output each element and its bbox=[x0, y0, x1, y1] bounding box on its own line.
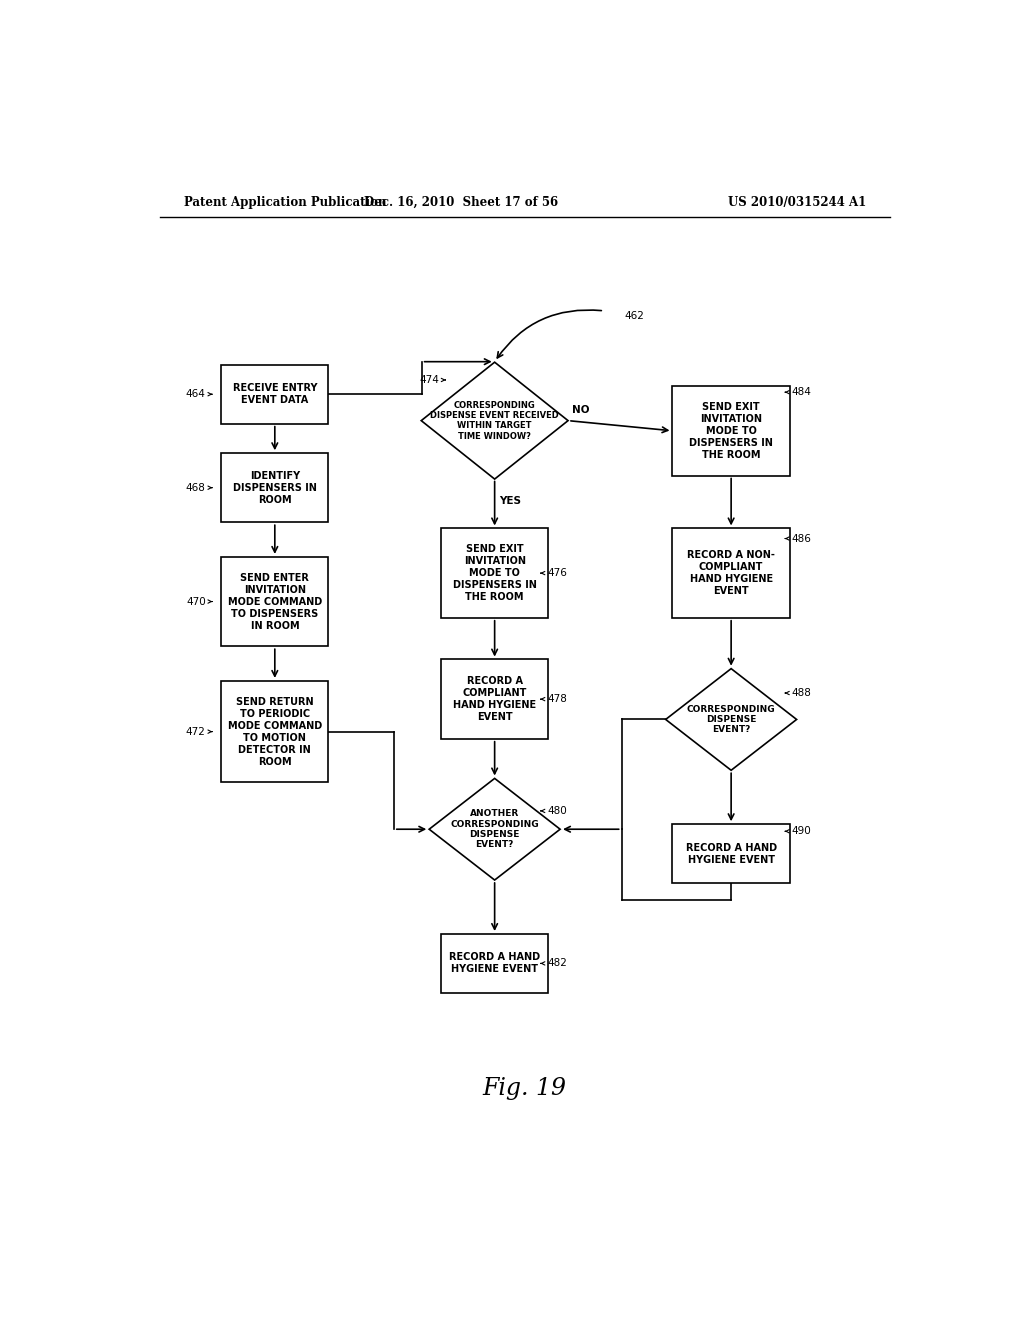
Text: Dec. 16, 2010  Sheet 17 of 56: Dec. 16, 2010 Sheet 17 of 56 bbox=[365, 195, 558, 209]
Text: 490: 490 bbox=[792, 826, 811, 837]
FancyBboxPatch shape bbox=[221, 453, 329, 523]
FancyBboxPatch shape bbox=[221, 557, 329, 647]
Text: 486: 486 bbox=[792, 533, 811, 544]
FancyBboxPatch shape bbox=[221, 681, 329, 783]
Text: 472: 472 bbox=[186, 726, 206, 737]
Text: 468: 468 bbox=[186, 483, 206, 492]
Text: RECORD A HAND
HYGIENE EVENT: RECORD A HAND HYGIENE EVENT bbox=[450, 953, 541, 974]
Text: Patent Application Publication: Patent Application Publication bbox=[183, 195, 386, 209]
FancyBboxPatch shape bbox=[673, 385, 790, 475]
Text: 462: 462 bbox=[624, 312, 644, 321]
Text: RECORD A NON-
COMPLIANT
HAND HYGIENE
EVENT: RECORD A NON- COMPLIANT HAND HYGIENE EVE… bbox=[687, 550, 775, 597]
Text: RECORD A
COMPLIANT
HAND HYGIENE
EVENT: RECORD A COMPLIANT HAND HYGIENE EVENT bbox=[453, 676, 537, 722]
Text: SEND RETURN
TO PERIODIC
MODE COMMAND
TO MOTION
DETECTOR IN
ROOM: SEND RETURN TO PERIODIC MODE COMMAND TO … bbox=[227, 697, 322, 767]
Text: NO: NO bbox=[572, 404, 590, 414]
Text: ANOTHER
CORRESPONDING
DISPENSE
EVENT?: ANOTHER CORRESPONDING DISPENSE EVENT? bbox=[451, 809, 539, 849]
Text: 470: 470 bbox=[186, 597, 206, 607]
Text: RECORD A HAND
HYGIENE EVENT: RECORD A HAND HYGIENE EVENT bbox=[686, 842, 776, 865]
Text: 488: 488 bbox=[792, 688, 811, 698]
Polygon shape bbox=[666, 669, 797, 771]
Text: SEND EXIT
INVITATION
MODE TO
DISPENSERS IN
THE ROOM: SEND EXIT INVITATION MODE TO DISPENSERS … bbox=[689, 401, 773, 459]
Text: 476: 476 bbox=[547, 568, 567, 578]
FancyBboxPatch shape bbox=[221, 364, 329, 424]
Text: 482: 482 bbox=[547, 958, 567, 969]
FancyBboxPatch shape bbox=[673, 824, 790, 883]
Text: SEND ENTER
INVITATION
MODE COMMAND
TO DISPENSERS
IN ROOM: SEND ENTER INVITATION MODE COMMAND TO DI… bbox=[227, 573, 322, 631]
FancyBboxPatch shape bbox=[673, 528, 790, 618]
Text: US 2010/0315244 A1: US 2010/0315244 A1 bbox=[728, 195, 866, 209]
Text: 480: 480 bbox=[547, 807, 566, 816]
Text: CORRESPONDING
DISPENSE EVENT RECEIVED
WITHIN TARGET
TIME WINDOW?: CORRESPONDING DISPENSE EVENT RECEIVED WI… bbox=[430, 400, 559, 441]
Text: YES: YES bbox=[500, 496, 521, 506]
FancyBboxPatch shape bbox=[441, 660, 548, 739]
Text: Fig. 19: Fig. 19 bbox=[482, 1077, 567, 1100]
Polygon shape bbox=[429, 779, 560, 880]
FancyBboxPatch shape bbox=[441, 528, 548, 618]
Text: 484: 484 bbox=[792, 387, 811, 397]
Text: 478: 478 bbox=[547, 694, 567, 704]
Text: 464: 464 bbox=[186, 389, 206, 399]
Polygon shape bbox=[421, 362, 568, 479]
Text: IDENTIFY
DISPENSERS IN
ROOM: IDENTIFY DISPENSERS IN ROOM bbox=[232, 471, 316, 504]
Text: SEND EXIT
INVITATION
MODE TO
DISPENSERS IN
THE ROOM: SEND EXIT INVITATION MODE TO DISPENSERS … bbox=[453, 544, 537, 602]
Text: RECEIVE ENTRY
EVENT DATA: RECEIVE ENTRY EVENT DATA bbox=[232, 383, 317, 405]
Text: CORRESPONDING
DISPENSE
EVENT?: CORRESPONDING DISPENSE EVENT? bbox=[687, 705, 775, 734]
Text: 474: 474 bbox=[419, 375, 439, 385]
FancyBboxPatch shape bbox=[441, 935, 548, 993]
